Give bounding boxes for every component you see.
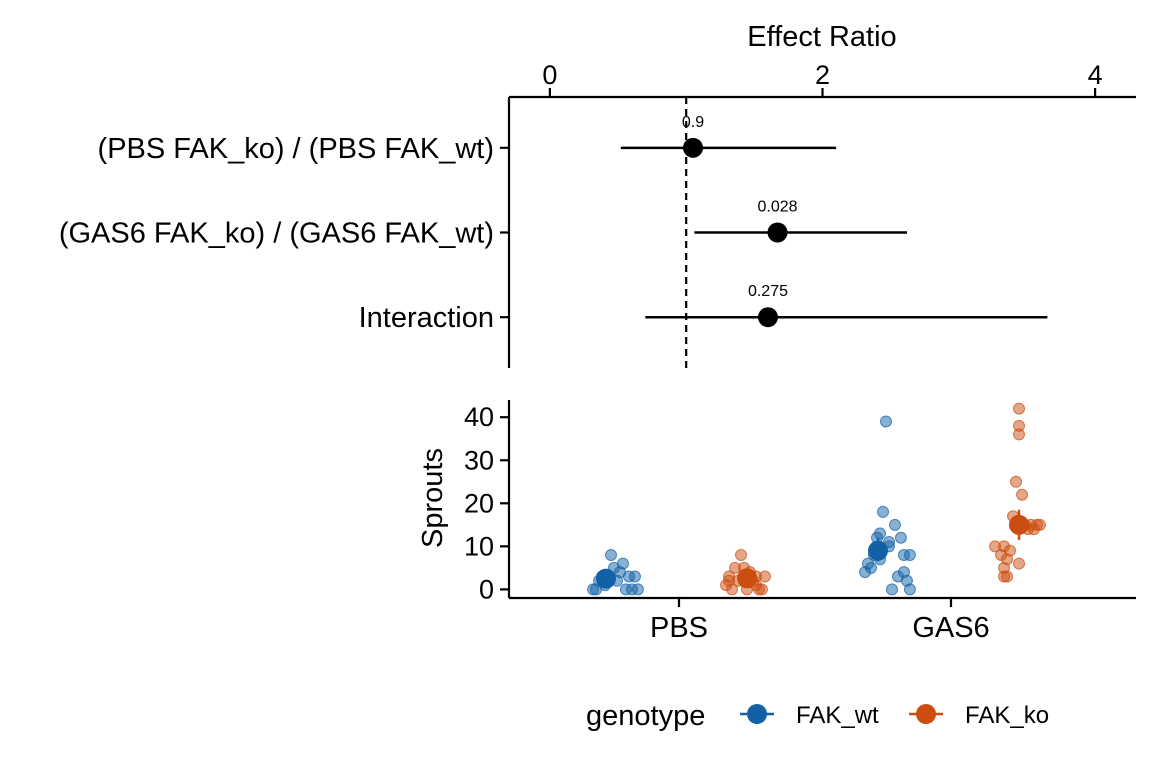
response-y-axis-ticks: 0 10 20 30 40 [464,402,509,604]
effects-row-label: (GAS6 FAK_ko) / (GAS6 FAK_wt) [59,218,494,250]
response-x-axis-ticks: PBS GAS6 [650,598,990,644]
response-data-point [628,570,641,583]
effects-x-tick-label: 2 [815,60,830,90]
response-data-point [1001,570,1014,583]
response-mean-point [1009,514,1029,535]
response-data-point [735,548,748,561]
legend-label-fak-ko: FAK_ko [965,702,1049,729]
effects-p-value-label: 0.9 [682,114,704,131]
legend: genotype FAK_wt FAK_ko [586,700,1049,732]
effects-x-tick-label: 4 [1088,60,1103,90]
response-data-point [616,557,629,570]
legend-key-fak-wt [747,704,767,724]
response-means [596,509,1029,589]
response-data-point [1010,475,1023,488]
response-data-point [1013,557,1025,570]
response-points [587,402,1046,596]
response-y-tick-label: 0 [479,574,494,604]
legend-item-fak-ko: FAK_ko [909,702,1049,729]
response-data-point [1013,402,1025,415]
response-y-tick-label: 30 [464,445,494,475]
response-data-point [903,548,916,561]
response-data-point [1015,488,1028,501]
response-data-point [605,548,617,561]
effects-x-axis-title: Effect Ratio [747,21,896,53]
response-data-point [865,561,878,574]
effects-row-label: Interaction [359,302,494,334]
effects-estimate-point [683,137,704,158]
response-data-point [885,583,898,596]
response-mean-point [737,568,757,589]
effects-x-axis-ticks: 0 2 4 [542,60,1103,97]
response-data-point [998,540,1011,553]
response-data-point [903,583,916,596]
legend-title: genotype [586,700,705,732]
response-panel: Sprouts 0 10 20 30 40 PBS GAS6 [417,400,1136,644]
legend-key-fak-ko [916,704,936,724]
response-x-tick-label: PBS [650,612,708,644]
effects-x-tick-label: 0 [542,60,557,90]
response-mean-point [868,540,888,561]
effects-row-label: (PBS FAK_ko) / (PBS FAK_wt) [98,133,494,165]
response-y-tick-label: 40 [464,402,494,432]
response-y-axis-title: Sprouts [417,448,449,548]
response-data-point [888,518,901,531]
response-data-point [877,505,889,518]
legend-label-fak-wt: FAK_wt [796,702,879,729]
effects-panel: Effect Ratio 0 2 4 (PBS FAK_ko) / (PBS FAK… [59,21,1136,368]
response-data-point [882,536,895,549]
effects-p-value-label: 0.275 [748,283,788,300]
response-data-point [1013,428,1025,441]
response-y-tick-label: 10 [464,531,494,561]
response-data-point [894,531,907,544]
response-mean-point [596,568,616,589]
response-data-point [723,574,736,587]
response-y-tick-label: 20 [464,488,494,518]
effects-estimate-point [767,222,788,243]
response-data-point [874,527,887,540]
effects-p-value-label: 0.028 [757,199,797,216]
effects-rows: (PBS FAK_ko) / (PBS FAK_wt) 0.9 (GAS6 FAK_… [59,114,1048,334]
response-data-point [758,570,771,583]
legend-item-fak-wt: FAK_wt [740,702,879,729]
effects-estimate-point [757,307,778,328]
response-x-tick-label: GAS6 [912,612,989,644]
response-data-point [897,566,910,579]
response-data-point [879,415,892,428]
response-data-point [1033,518,1046,531]
response-data-point [631,583,644,596]
